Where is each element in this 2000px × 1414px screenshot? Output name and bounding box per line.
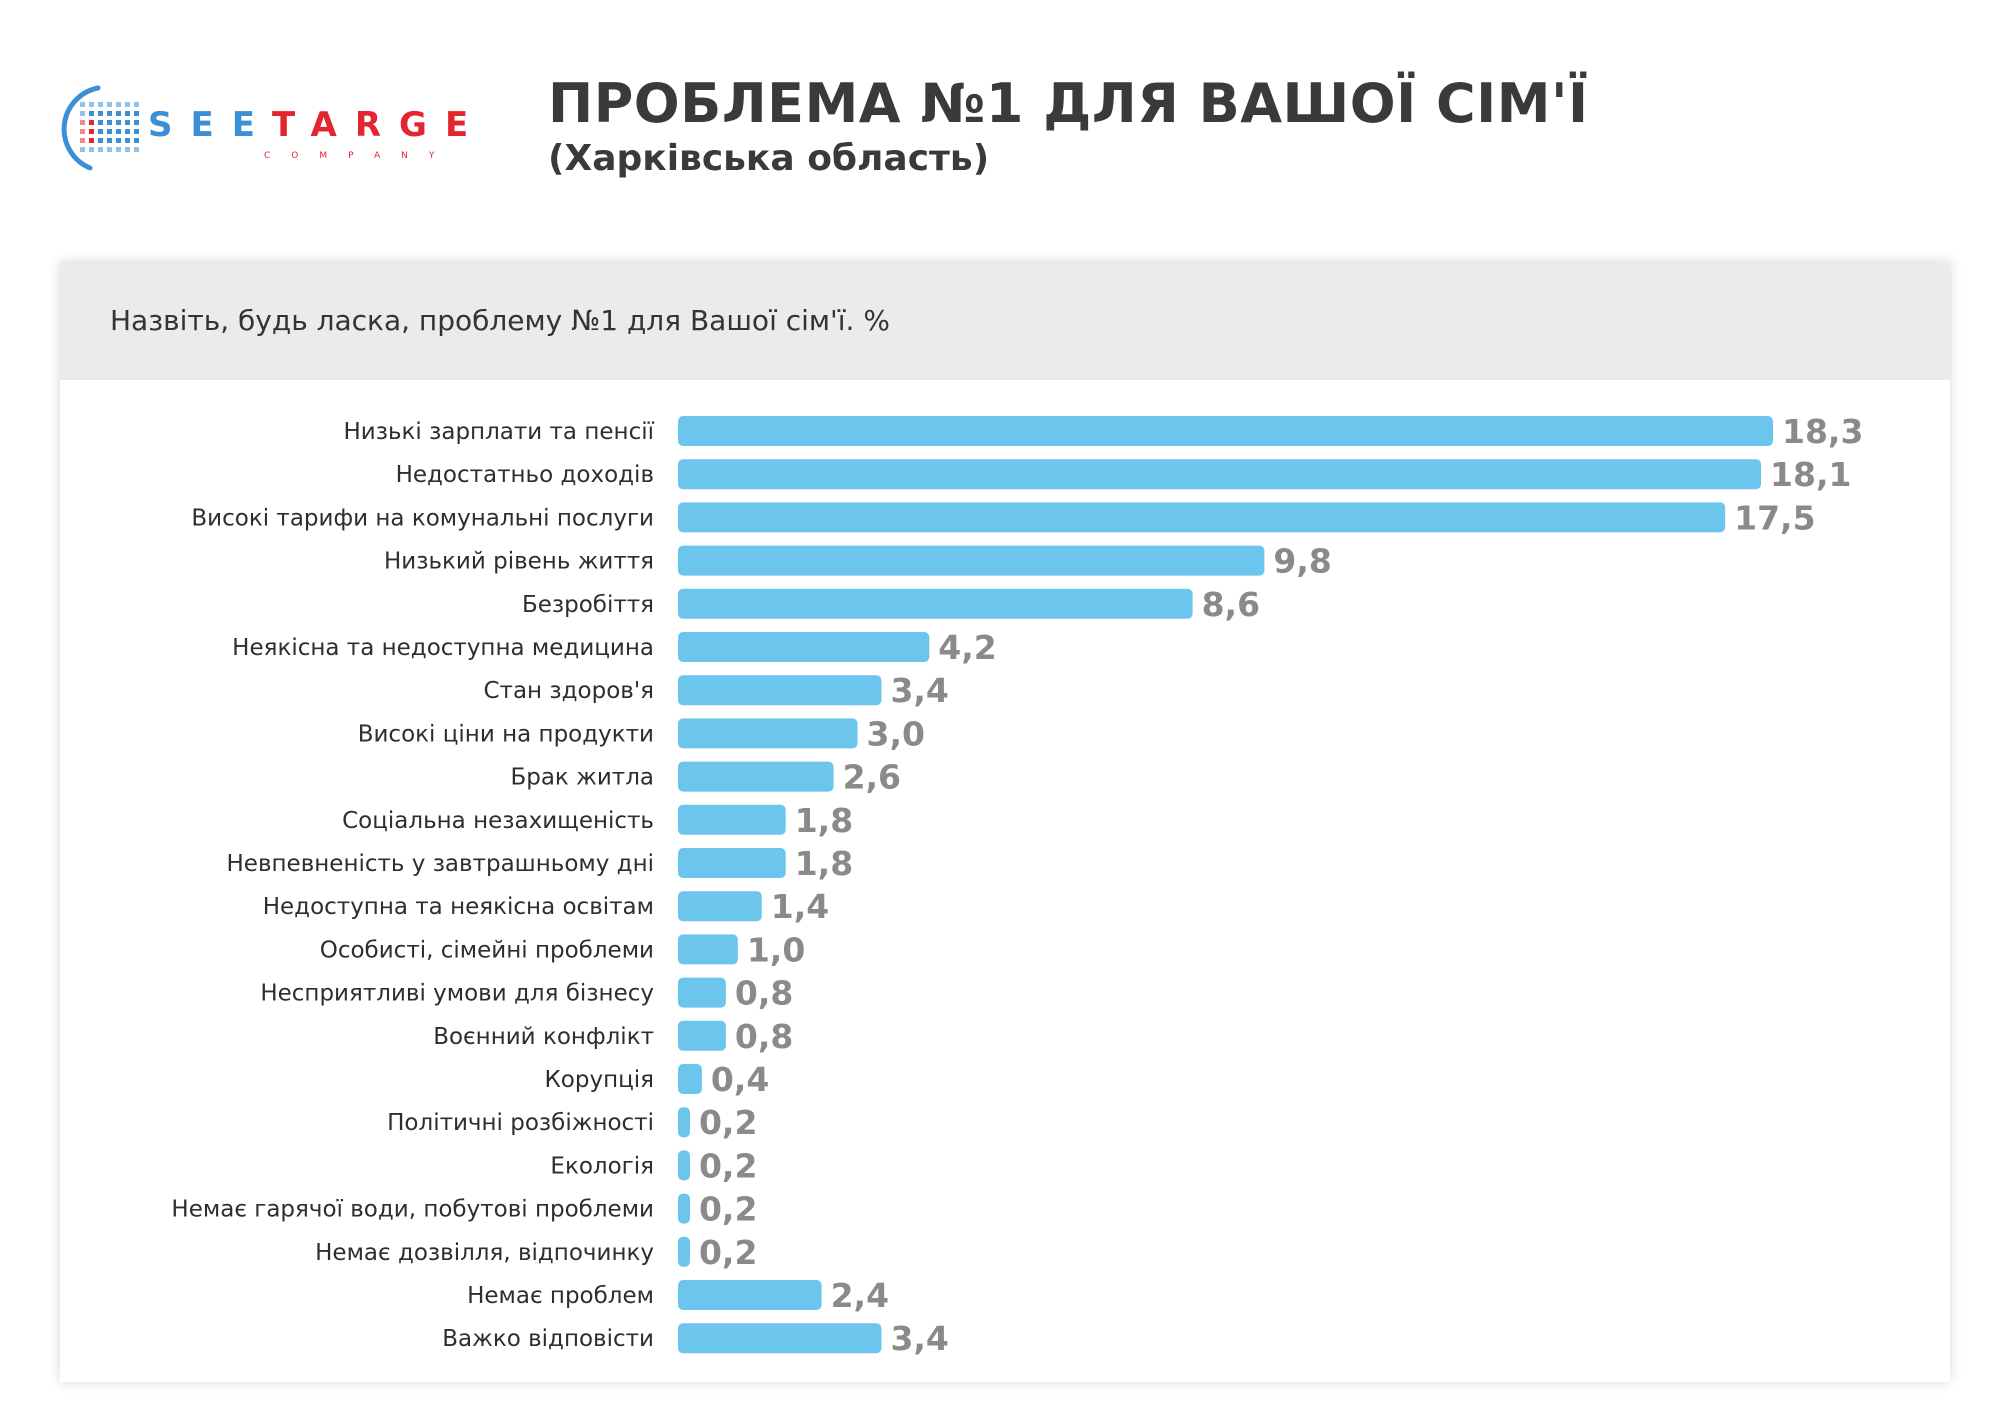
bar <box>678 804 786 835</box>
category-label: Соціальна незахищеність <box>342 808 654 834</box>
value-label: 1,8 <box>795 801 853 840</box>
value-label: 0,2 <box>699 1233 757 1272</box>
bar <box>678 848 786 878</box>
value-label: 8,6 <box>1202 585 1260 624</box>
bar <box>678 1323 882 1354</box>
bar <box>678 675 882 706</box>
value-label: 1,4 <box>771 887 829 926</box>
category-label: Несприятливі умови для бізнесу <box>260 981 654 1007</box>
bar <box>678 761 834 792</box>
bar <box>678 1107 690 1138</box>
category-label: Воєнний конфлікт <box>433 1024 654 1050</box>
value-label: 18,1 <box>1770 455 1851 494</box>
bar <box>678 934 738 965</box>
bar <box>678 545 1265 576</box>
category-label: Низькі зарплати та пенсії <box>344 419 655 445</box>
category-label: Немає дозвілля, відпочинку <box>315 1240 654 1266</box>
category-label: Немає гарячої води, побутові проблеми <box>171 1197 654 1223</box>
bar <box>678 1236 690 1267</box>
logo-see-text: SEE <box>148 105 273 145</box>
category-label: Високі тарифи на комунальні послуги <box>191 505 654 531</box>
category-label: Екологія <box>550 1153 654 1179</box>
bar <box>678 891 762 922</box>
category-label: Брак житла <box>510 765 654 791</box>
value-label: 1,0 <box>747 930 805 969</box>
bar <box>678 632 930 662</box>
bar <box>678 1020 726 1051</box>
bar <box>678 416 1773 446</box>
value-label: 0,8 <box>735 974 793 1013</box>
category-label: Недостатньо доходів <box>396 462 654 488</box>
value-label: 3,4 <box>890 671 948 710</box>
value-label: 3,0 <box>867 714 925 753</box>
category-label: Корупція <box>544 1067 654 1093</box>
value-label: 0,2 <box>699 1190 757 1229</box>
value-label: 9,8 <box>1273 542 1331 581</box>
value-label: 0,8 <box>735 1017 793 1056</box>
category-label: Особисті, сімейні проблеми <box>320 937 654 963</box>
category-label: Низький рівень життя <box>384 549 654 575</box>
bar-chart: Низькі зарплати та пенсії 18,3 Недостатньо… <box>171 412 1863 1358</box>
logo-arc-icon <box>61 85 101 171</box>
page-subtitle: (Харківська область) <box>548 138 990 179</box>
value-label: 1,8 <box>795 844 853 883</box>
category-label: Безробіття <box>522 592 654 618</box>
value-label: 0,4 <box>711 1060 769 1099</box>
question-text: Назвіть, будь ласка, проблему №1 для Ваш… <box>110 304 890 337</box>
bar <box>678 1150 690 1181</box>
bar <box>678 502 1726 533</box>
value-label: 2,4 <box>831 1276 889 1315</box>
category-label: Політичні розбіжності <box>387 1110 654 1136</box>
value-label: 3,4 <box>890 1319 948 1358</box>
bar <box>678 1064 702 1094</box>
value-label: 0,2 <box>699 1103 757 1142</box>
category-label: Важко відповісти <box>442 1326 654 1352</box>
value-label: 4,2 <box>938 628 996 667</box>
bar <box>678 588 1193 619</box>
logo-company-text: COMPANY <box>264 151 455 161</box>
logo-target-text: TARGET <box>272 105 478 145</box>
bar <box>678 459 1762 490</box>
bar <box>678 1193 690 1224</box>
bar <box>678 977 726 1008</box>
category-label: Недоступна та неякісна освітам <box>263 894 654 920</box>
category-label: Високі ціни на продукти <box>358 721 654 747</box>
bar <box>678 718 858 749</box>
seetarget-logo: SEE TARGET COMPANY <box>58 84 478 174</box>
value-label: 17,5 <box>1734 498 1815 537</box>
logo-dot-grid-icon <box>80 102 139 152</box>
page-title: ПРОБЛЕМА №1 ДЛЯ ВАШОЇ СІМ'Ї <box>548 72 1589 135</box>
value-label: 18,3 <box>1782 412 1863 451</box>
category-label: Стан здоров'я <box>484 678 655 704</box>
category-label: Невпевненість у завтрашньому дні <box>227 851 654 877</box>
question-header: Назвіть, будь ласка, проблему №1 для Ваш… <box>60 262 1950 380</box>
category-label: Неякісна та недоступна медицина <box>232 635 654 661</box>
value-label: 2,6 <box>843 758 901 797</box>
bar <box>678 1280 822 1310</box>
value-label: 0,2 <box>699 1146 757 1185</box>
category-label: Немає проблем <box>467 1283 654 1309</box>
chart-panel: Назвіть, будь ласка, проблему №1 для Ваш… <box>60 262 1950 1382</box>
